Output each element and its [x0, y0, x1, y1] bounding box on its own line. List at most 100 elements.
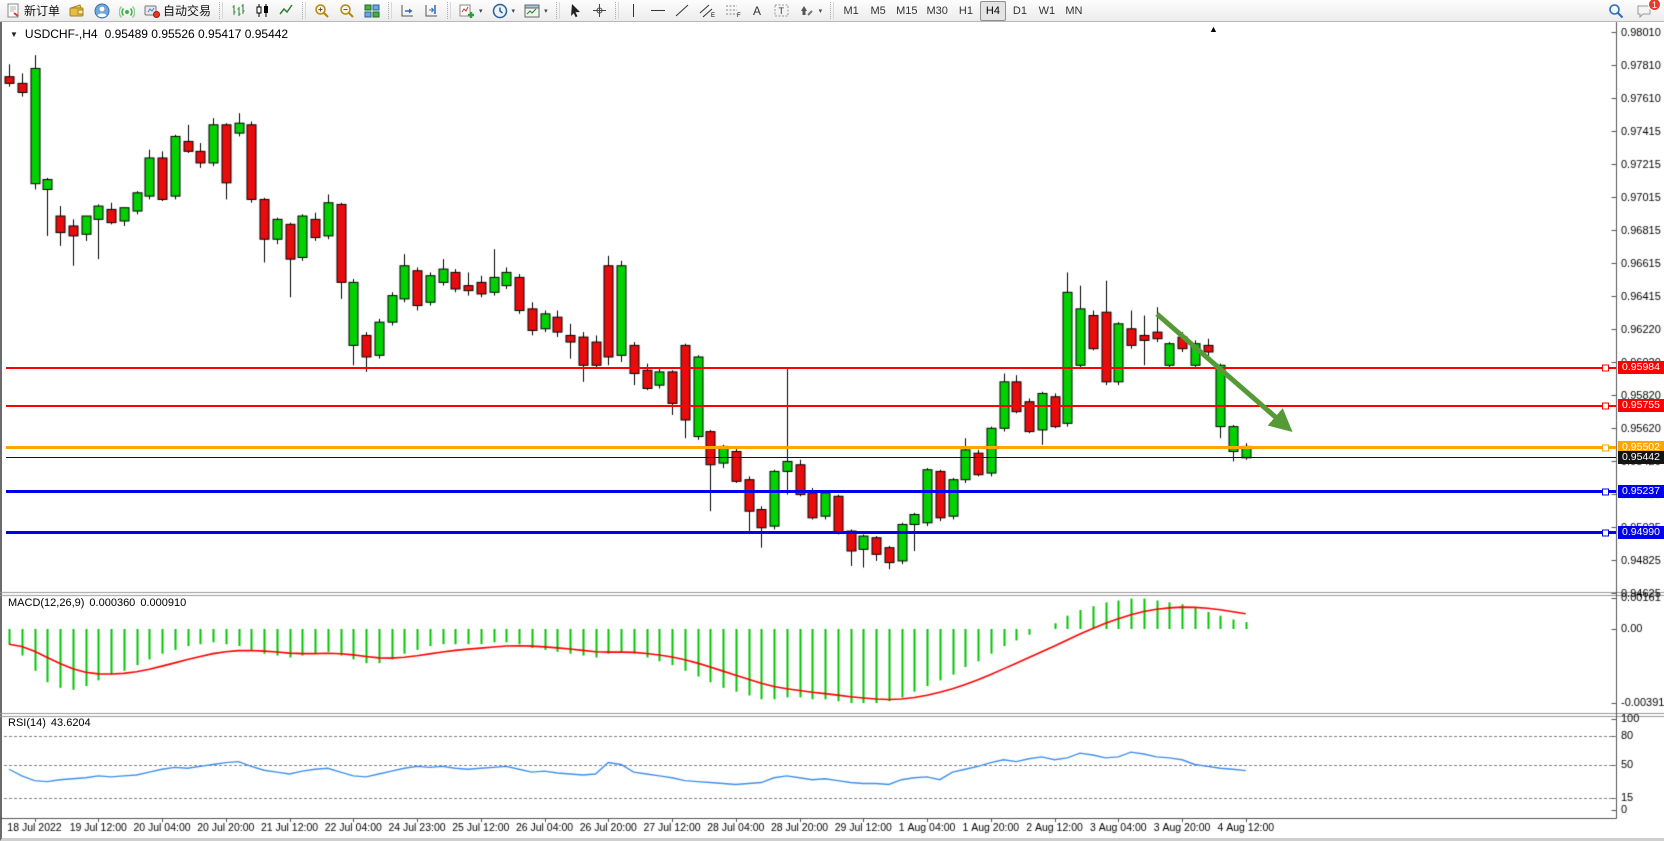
chart-shift-icon — [425, 5, 438, 17]
signals-button[interactable] — [115, 1, 139, 21]
user-icon — [94, 3, 110, 18]
timeframe-M15[interactable]: M15 — [896, 4, 918, 17]
line-chart-button[interactable] — [275, 1, 298, 21]
fibonacci-icon: F — [725, 5, 741, 18]
line-end-marker[interactable] — [1602, 444, 1609, 452]
zoom-in-icon — [315, 3, 329, 18]
horizontal-line-0.95502[interactable] — [6, 444, 1616, 452]
horizontal-line-tool-button[interactable] — [646, 1, 670, 21]
periods-button[interactable]: ▾ — [488, 1, 520, 21]
fibonacci-tool-button[interactable]: F — [721, 1, 746, 21]
mql5-community-button[interactable] — [90, 1, 114, 21]
auto-trading-label: 自动交易 — [163, 4, 212, 18]
main-toolbar: 新订单 自动交易 ▾ ▾ — [0, 0, 1664, 22]
toolbar-separator — [830, 2, 835, 19]
rsi-value: 43.6204 — [50, 717, 91, 729]
trendline-tool-button[interactable] — [671, 1, 694, 21]
timeframe-D1[interactable]: D1 — [1012, 4, 1027, 17]
cursor-tool-button[interactable] — [564, 1, 587, 21]
text-label-tool-button[interactable]: T — [770, 1, 794, 21]
text-tool-button[interactable]: A — [747, 1, 769, 21]
rsi-indicator-label: RSI(14) 43.6204 — [8, 717, 91, 729]
indicators-button[interactable]: ▾ — [455, 1, 487, 21]
bar-chart-button[interactable] — [227, 1, 250, 21]
cursor-icon — [570, 4, 580, 18]
price-tag-0.95237: 0.95237 — [1618, 485, 1664, 499]
price-tag-0.95502: 0.95502 — [1618, 441, 1664, 455]
equidistant-channel-tool-button[interactable]: E — [695, 1, 720, 21]
macd-signal-value: 0.000910 — [140, 597, 187, 609]
dropdown-caret-icon: ▾ — [818, 7, 823, 15]
vertical-line-tool-button[interactable] — [623, 1, 645, 21]
chart-shift-marker[interactable]: ▲ — [1209, 24, 1218, 34]
deposit-button[interactable] — [65, 1, 89, 21]
toolbar-separator — [447, 2, 452, 19]
horizontal-line-0.95984[interactable] — [6, 364, 1616, 372]
line-end-marker[interactable] — [1602, 402, 1609, 410]
arrows-shapes-icon — [800, 6, 813, 16]
timeframe-MN[interactable]: MN — [1065, 4, 1083, 17]
line-end-marker[interactable] — [1602, 364, 1609, 372]
template-chart-icon — [524, 4, 540, 17]
line-end-marker[interactable] — [1602, 488, 1609, 496]
search-icon — [1609, 3, 1624, 18]
broadcast-icon — [119, 5, 136, 18]
macd-main-value: 0.000360 — [89, 597, 136, 609]
candlestick-chart-button[interactable] — [251, 1, 274, 21]
price-tag-0.95984: 0.95984 — [1618, 361, 1664, 375]
chart-ohlc-values: 0.95489 0.95526 0.95417 0.95442 — [104, 27, 289, 41]
zoom-in-button[interactable] — [310, 1, 334, 21]
svg-text:E: E — [711, 13, 715, 18]
text-label-icon: T — [774, 4, 789, 17]
chart-menu-dropdown-icon[interactable]: ▼ — [10, 29, 18, 39]
notifications-button[interactable]: 1 — [1632, 0, 1661, 21]
arrows-tool-button[interactable]: ▾ — [795, 1, 827, 21]
timeframe-H1[interactable]: H1 — [958, 4, 973, 17]
timeframe-M5[interactable]: M5 — [870, 4, 886, 17]
zoom-out-button[interactable] — [335, 1, 359, 21]
text-icon: A — [753, 4, 761, 18]
svg-text:T: T — [778, 6, 784, 16]
macd-name: MACD(12,26,9) — [8, 597, 85, 609]
dropdown-caret-icon: ▾ — [479, 7, 483, 15]
crosshair-tool-button[interactable] — [588, 1, 611, 21]
new-order-icon — [7, 3, 19, 18]
svg-text:F: F — [737, 13, 741, 18]
dropdown-caret-icon: ▾ — [544, 7, 548, 15]
horizontal-line-0.95442[interactable] — [6, 457, 1616, 459]
timeframe-M1[interactable]: M1 — [843, 4, 859, 17]
auto-trading-icon — [144, 5, 161, 18]
vertical-line-icon — [633, 4, 635, 17]
line-end-marker[interactable] — [1602, 529, 1609, 537]
svg-text:A: A — [753, 4, 761, 18]
ohlc-bars-icon — [232, 4, 245, 16]
new-order-button[interactable]: 新订单 — [2, 1, 64, 21]
search-button[interactable] — [1604, 1, 1628, 21]
clock-icon — [492, 3, 507, 18]
templates-button[interactable]: ▾ — [520, 1, 552, 21]
toolbar-separator — [388, 2, 393, 19]
auto-scroll-icon — [401, 5, 414, 17]
timeframe-M30[interactable]: M30 — [926, 4, 948, 17]
add-indicator-icon — [459, 4, 475, 18]
price-tag-0.95442: 0.95442 — [1618, 451, 1664, 465]
chart-shift-button[interactable] — [420, 1, 443, 21]
tile-windows-button[interactable] — [360, 1, 384, 21]
notification-badge: 1 — [1648, 0, 1661, 11]
chart-symbol-period: USDCHF-,H4 — [24, 27, 98, 41]
horizontal-line-0.95237[interactable] — [6, 488, 1616, 496]
trendline-icon — [675, 4, 688, 17]
crosshair-icon — [592, 4, 606, 17]
auto-scroll-button[interactable] — [396, 1, 419, 21]
horizontal-line-0.95755[interactable] — [6, 402, 1616, 410]
toolbar-separator — [302, 2, 307, 19]
timeframe-toolbar: M1 M5 M15 M30 H1 H4 D1 W1 MN — [838, 0, 1087, 21]
toolbar-separator — [555, 2, 560, 19]
zoom-out-icon — [340, 3, 354, 18]
toolbar-separator — [219, 2, 224, 19]
horizontal-line-0.94990[interactable] — [6, 529, 1616, 537]
timeframe-W1[interactable]: W1 — [1038, 4, 1056, 17]
timeframe-H4[interactable]: H4 — [979, 0, 1006, 21]
auto-trading-button[interactable]: 自动交易 — [140, 1, 215, 21]
